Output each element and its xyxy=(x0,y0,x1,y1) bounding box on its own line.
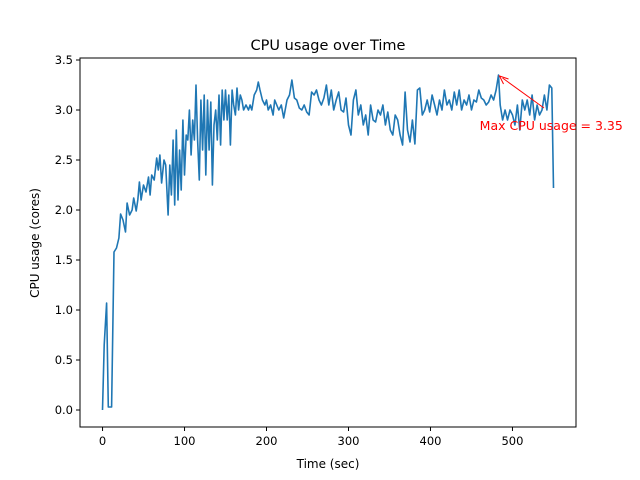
y-tick-label: 2.5 xyxy=(55,153,73,167)
annotation-arrowhead-icon xyxy=(498,75,509,85)
y-tick-label: 1.5 xyxy=(55,253,73,267)
x-tick-label: 0 xyxy=(99,434,106,448)
y-tick-label: 1.0 xyxy=(55,303,73,317)
y-tick-label: 3.5 xyxy=(55,53,73,67)
chart-title: CPU usage over Time xyxy=(251,38,406,54)
y-axis-label: CPU usage (cores) xyxy=(28,188,42,298)
x-tick-label: 500 xyxy=(501,434,523,448)
x-tick-label: 100 xyxy=(174,434,196,448)
x-tick-label: 200 xyxy=(256,434,278,448)
max-cpu-annotation: Max CPU usage = 3.35 xyxy=(480,118,623,133)
y-tick-label: 0.5 xyxy=(55,353,73,367)
cpu-usage-line xyxy=(101,74,555,411)
annotation-arrow xyxy=(502,77,545,109)
x-axis-label: Time (sec) xyxy=(296,457,360,471)
y-tick-label: 3.0 xyxy=(55,103,73,117)
y-tick-label: 0.0 xyxy=(55,403,73,417)
y-tick-label: 2.0 xyxy=(55,203,73,217)
axes-frame xyxy=(79,57,577,428)
x-tick-label: 300 xyxy=(338,434,360,448)
x-tick-label: 400 xyxy=(420,434,442,448)
